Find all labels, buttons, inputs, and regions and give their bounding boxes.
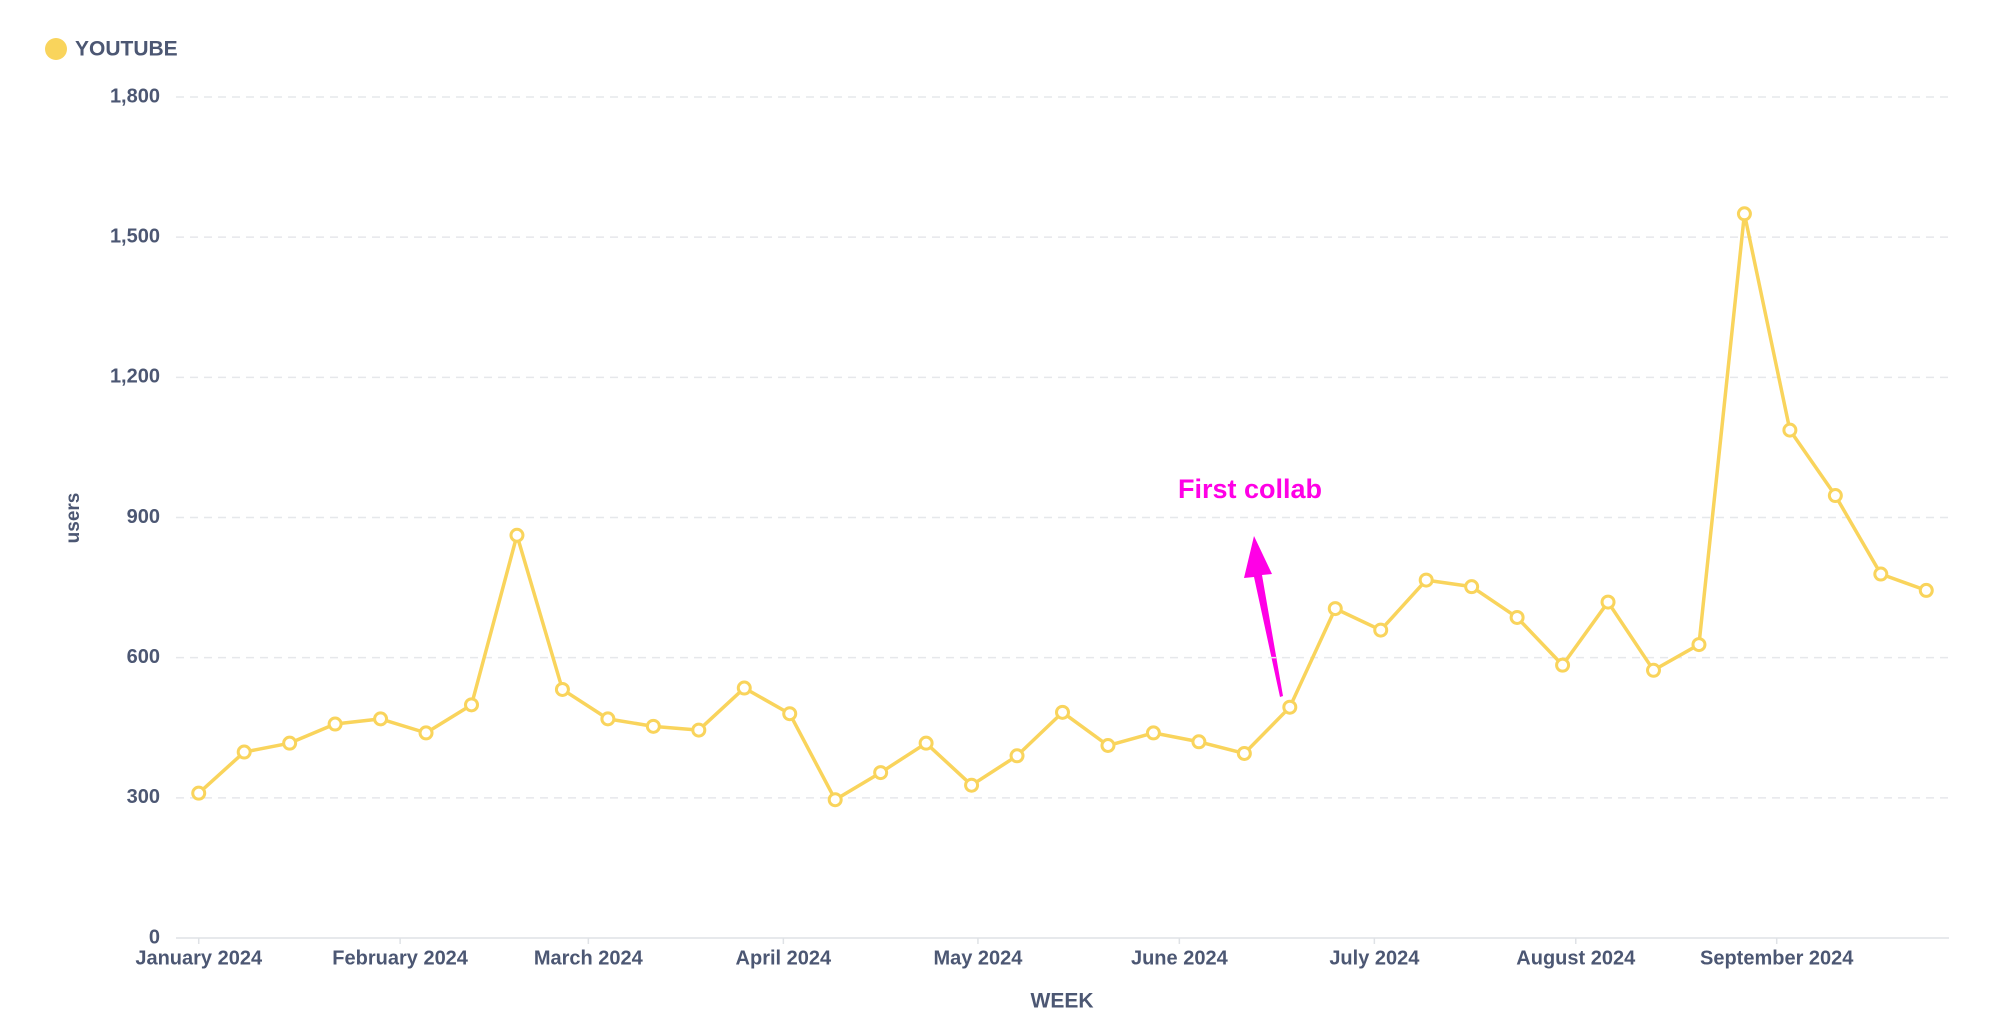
data-point <box>373 711 389 727</box>
data-point <box>1600 594 1616 610</box>
data-point <box>600 711 616 727</box>
data-point <box>1009 748 1025 764</box>
data-point <box>1691 637 1707 653</box>
y-axis-label: users <box>63 493 84 544</box>
data-point <box>1736 206 1752 222</box>
data-point <box>1827 488 1843 504</box>
annotation: First collab <box>1178 474 1322 504</box>
x-tick-label: May 2024 <box>933 947 1023 969</box>
data-point <box>1464 579 1480 595</box>
x-tick-label: March 2024 <box>534 947 644 969</box>
x-tick-label: August 2024 <box>1516 947 1636 969</box>
legend-swatch <box>45 38 67 60</box>
x-tick-label: July 2024 <box>1329 947 1420 969</box>
data-point <box>1918 582 1934 598</box>
y-tick-label: 600 <box>127 646 160 668</box>
data-point <box>509 527 525 543</box>
data-point <box>964 777 980 793</box>
data-point <box>645 718 661 734</box>
data-point <box>873 765 889 781</box>
annotation-arrow <box>1244 536 1283 697</box>
x-tick-label: February 2024 <box>332 947 469 969</box>
data-point <box>1782 422 1798 438</box>
data-point <box>1236 745 1252 761</box>
data-point <box>327 716 343 732</box>
y-tick-label: 0 <box>149 926 160 948</box>
data-point <box>464 697 479 713</box>
y-tick-label: 1,800 <box>110 85 160 107</box>
data-point <box>1509 609 1525 625</box>
data-point <box>736 680 752 696</box>
x-tick-label: January 2024 <box>135 947 263 969</box>
data-point <box>1646 662 1661 678</box>
x-tick-label: April 2024 <box>736 947 832 969</box>
data-point <box>1873 566 1889 582</box>
y-tick-label: 1,200 <box>110 366 160 388</box>
y-tick-label: 1,500 <box>110 225 160 247</box>
data-point <box>918 735 934 751</box>
data-point <box>1055 704 1070 720</box>
data-point <box>1100 738 1116 754</box>
data-point <box>554 681 570 697</box>
data-point <box>1373 622 1389 638</box>
data-point <box>1145 725 1161 741</box>
data-point <box>418 725 434 741</box>
data-point <box>691 722 707 738</box>
x-axis-label: WEEK <box>1031 990 1094 1013</box>
data-point <box>782 706 798 722</box>
data-point <box>1282 699 1298 715</box>
data-point <box>282 735 298 751</box>
data-point <box>1327 601 1343 617</box>
data-point <box>236 744 252 760</box>
x-tick-label: June 2024 <box>1131 947 1229 969</box>
legend-label: YOUTUBE <box>75 38 178 61</box>
x-tick-label: September 2024 <box>1700 947 1854 969</box>
y-tick-label: 300 <box>127 786 160 808</box>
data-point <box>1191 734 1207 750</box>
data-point <box>191 785 207 801</box>
y-tick-label: 900 <box>127 506 160 528</box>
data-point <box>827 792 843 808</box>
data-point <box>1555 657 1571 673</box>
data-point <box>1418 572 1434 588</box>
